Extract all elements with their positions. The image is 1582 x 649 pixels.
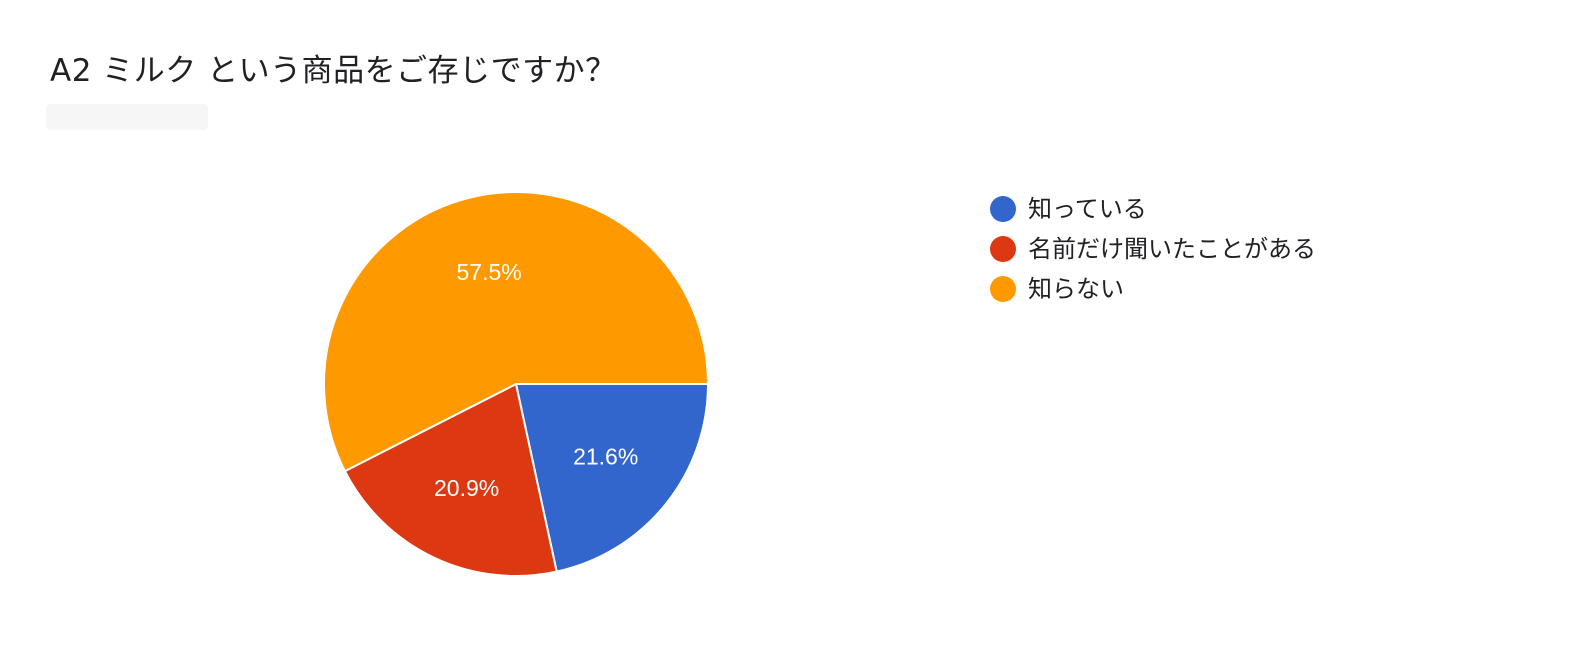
pie-slice: [343, 382, 558, 577]
pie-slice-label: 57.5%: [456, 259, 521, 285]
chart-title: A2 ミルク という商品をご存じですか？: [50, 53, 617, 89]
legend-swatch: [990, 196, 1016, 222]
redacted-subtitle: [46, 104, 208, 130]
legend-label: 名前だけ聞いたことがある: [1028, 235, 1316, 263]
pie-slice: [514, 383, 710, 573]
legend-item-unknown: 知らない: [990, 269, 1316, 309]
legend-item-known: 知っている: [990, 189, 1316, 229]
pie-slice-label: 21.6%: [573, 443, 638, 469]
legend-label: 知っている: [1028, 195, 1147, 223]
legend-swatch: [990, 276, 1016, 302]
legend-swatch: [990, 236, 1016, 262]
legend-item-heard-name-only: 名前だけ聞いたことがある: [990, 229, 1316, 269]
pie-slice-label: 20.9%: [434, 475, 499, 501]
legend: 知っている 名前だけ聞いたことがある 知らない: [990, 189, 1316, 309]
pie-slice: [323, 191, 710, 473]
legend-label: 知らない: [1028, 275, 1124, 303]
